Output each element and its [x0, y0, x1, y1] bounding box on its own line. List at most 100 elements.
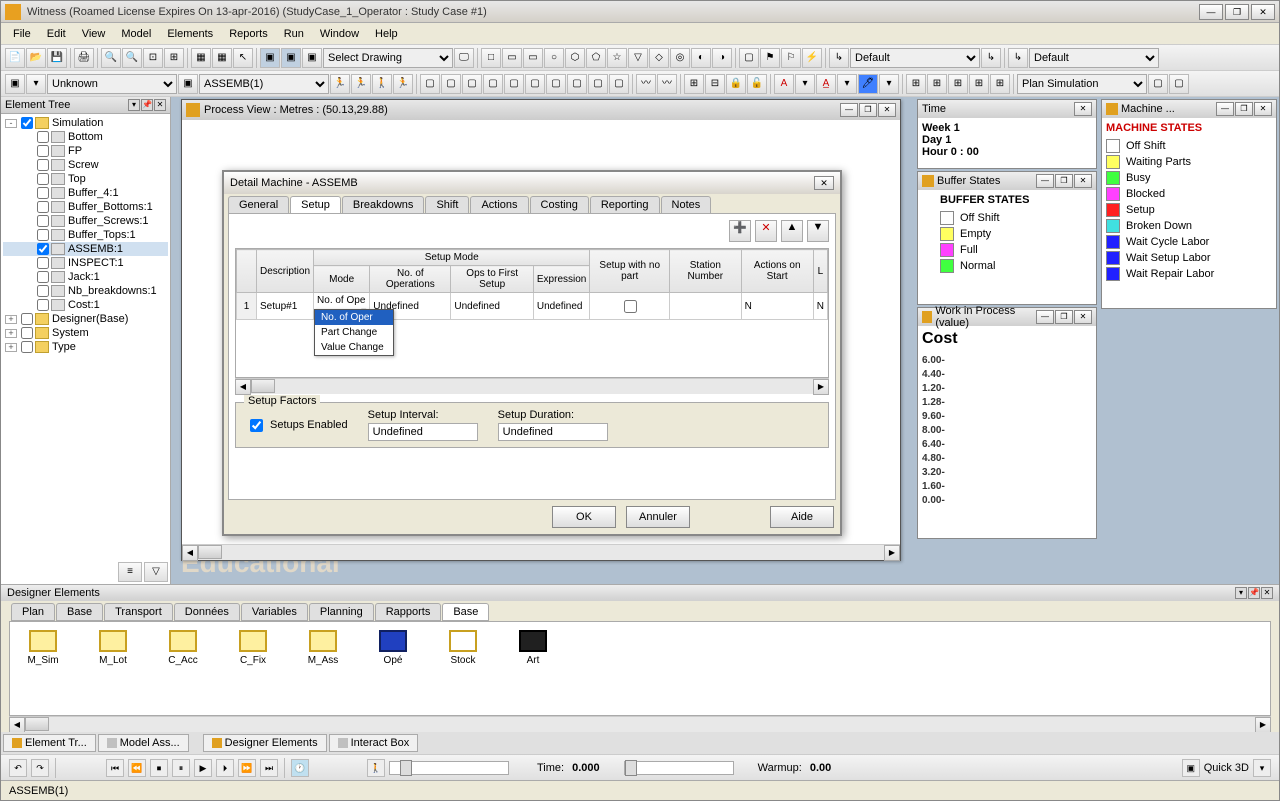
tb2-e2[interactable]: 〰 [657, 74, 677, 94]
tb2-g1[interactable]: ⊞ [906, 74, 926, 94]
tb-b12[interactable]: ◑ [712, 48, 732, 68]
designer-tab-0[interactable]: Plan [11, 603, 55, 621]
ms-max[interactable]: ❐ [1235, 102, 1253, 116]
tp-btn2[interactable]: ↷ [31, 759, 49, 777]
tb2-d7[interactable]: ▢ [546, 74, 566, 94]
tree-btn-pin[interactable]: ▾ [128, 99, 140, 111]
dropdown-opt-2[interactable]: Value Change [315, 340, 393, 355]
designer-element-c_fix[interactable]: C_Fix [228, 630, 278, 666]
pv-scroll-thumb[interactable] [198, 545, 222, 559]
setup-grid[interactable]: Description Setup Mode Setup with no par… [235, 248, 829, 378]
tp-stop[interactable]: ⏹ [150, 759, 168, 777]
tp-last[interactable]: ⏭ [260, 759, 278, 777]
tb-arrow2[interactable]: ↳ [981, 48, 1001, 68]
tb2-d8[interactable]: ▢ [567, 74, 587, 94]
pv-scrollbar[interactable]: ◀ ▶ [182, 544, 900, 560]
tree-checkbox[interactable] [37, 257, 49, 269]
quick3d-label[interactable]: Quick 3D [1204, 762, 1249, 774]
tb2-btn3[interactable]: ▣ [178, 74, 198, 94]
tb-grid2[interactable]: ▦ [212, 48, 232, 68]
tree-list-btn[interactable]: ≡ [118, 562, 142, 582]
tb-save[interactable]: 💾 [47, 48, 67, 68]
tree-checkbox[interactable] [37, 201, 49, 213]
tree-checkbox[interactable] [21, 327, 33, 339]
row-expr[interactable]: Undefined [533, 293, 589, 320]
tp-play[interactable]: ▶ [194, 759, 212, 777]
menu-edit[interactable]: Edit [39, 26, 74, 42]
help-button[interactable]: Aide [770, 506, 834, 528]
dropdown-opt-1[interactable]: Part Change [315, 325, 393, 340]
tp-next[interactable]: ⏩ [238, 759, 256, 777]
default-select-1[interactable]: Default [850, 48, 980, 68]
tb2-run2[interactable]: 🏃 [351, 74, 371, 94]
col-opsfirst[interactable]: Ops to First Setup [451, 266, 534, 293]
tab-element-tree[interactable]: Element Tr... [3, 734, 96, 752]
de-scroll-thumb[interactable] [25, 717, 49, 731]
wip-min[interactable]: — [1036, 310, 1054, 324]
tree-btn-pin2[interactable]: 📌 [141, 99, 153, 111]
pv-scroll-left[interactable]: ◀ [182, 545, 198, 561]
menu-run[interactable]: Run [276, 26, 312, 42]
dialog-tab-notes[interactable]: Notes [661, 196, 712, 213]
duration-input[interactable] [498, 423, 608, 441]
designer-scrollbar[interactable]: ◀ ▶ [9, 716, 1271, 732]
pv-min[interactable]: — [840, 103, 858, 117]
tab-model-ass[interactable]: Model Ass... [98, 734, 189, 752]
tree-item-type[interactable]: +Type [3, 340, 168, 354]
tree-checkbox[interactable] [37, 285, 49, 297]
cancel-button[interactable]: Annuler [626, 506, 690, 528]
tb-b3[interactable]: ▭ [523, 48, 543, 68]
speed-slider[interactable] [389, 761, 509, 775]
tb2-d9[interactable]: ▢ [588, 74, 608, 94]
tb2-f3[interactable]: 🔒 [726, 74, 746, 94]
tp-pause[interactable]: ⏸ [172, 759, 190, 777]
dialog-tab-general[interactable]: General [228, 196, 289, 213]
tree-item-cost-1[interactable]: Cost:1 [3, 298, 168, 312]
designer-tab-7[interactable]: Base [442, 603, 489, 621]
tb2-run4[interactable]: 🏃 [393, 74, 413, 94]
tree-item-buffer-screws-1[interactable]: Buffer_Screws:1 [3, 214, 168, 228]
tp-btn1[interactable]: ↶ [9, 759, 27, 777]
element-type-select[interactable]: Unknown [47, 74, 177, 94]
col-l[interactable]: L [813, 250, 827, 293]
tb2-f1[interactable]: ⊞ [684, 74, 704, 94]
tb-zoomin[interactable]: 🔍 [101, 48, 121, 68]
tree-checkbox[interactable] [21, 117, 33, 129]
col-noops[interactable]: No. of Operations [370, 266, 451, 293]
tree-checkbox[interactable] [21, 341, 33, 353]
designer-element-m_lot[interactable]: M_Lot [88, 630, 138, 666]
designer-tab-2[interactable]: Transport [104, 603, 173, 621]
tree-item-simulation[interactable]: -Simulation [3, 116, 168, 130]
tb-select[interactable]: ↖ [233, 48, 253, 68]
dialog-tab-reporting[interactable]: Reporting [590, 196, 660, 213]
tb2-run1[interactable]: 🏃 [330, 74, 350, 94]
tb-display[interactable]: 🖵 [454, 48, 474, 68]
tb-b7[interactable]: ☆ [607, 48, 627, 68]
col-nopart[interactable]: Setup with no part [590, 250, 670, 293]
drawing-select[interactable]: Select Drawing [323, 48, 453, 68]
tree-item-top[interactable]: Top [3, 172, 168, 186]
tb-b5[interactable]: ⬡ [565, 48, 585, 68]
tb2-d10[interactable]: ▢ [609, 74, 629, 94]
designer-element-m_sim[interactable]: M_Sim [18, 630, 68, 666]
tree-checkbox[interactable] [21, 313, 33, 325]
tree-checkbox[interactable] [37, 131, 49, 143]
dlg-delete-btn[interactable]: ✕ [755, 220, 777, 242]
tree-checkbox[interactable] [37, 299, 49, 311]
tp-clock[interactable]: 🕐 [291, 759, 309, 777]
tab-designer-elements[interactable]: Designer Elements [203, 734, 327, 752]
tree-filter-btn[interactable]: ▽ [144, 562, 168, 582]
tree-item-inspect-1[interactable]: INSPECT:1 [3, 256, 168, 270]
tb2-h2[interactable]: ▢ [1169, 74, 1189, 94]
nopart-check[interactable] [624, 300, 637, 313]
dlg-up-btn[interactable]: ▲ [781, 220, 803, 242]
designer-element-art[interactable]: Art [508, 630, 558, 666]
designer-tab-4[interactable]: Variables [241, 603, 308, 621]
col-description[interactable]: Description [257, 250, 314, 293]
pv-max[interactable]: ❐ [859, 103, 877, 117]
pv-scroll-right[interactable]: ▶ [884, 545, 900, 561]
de-btn3[interactable]: ✕ [1261, 587, 1273, 599]
tb2-g4[interactable]: ⊞ [969, 74, 989, 94]
designer-element-c_acc[interactable]: C_Acc [158, 630, 208, 666]
time-close[interactable]: ✕ [1074, 102, 1092, 116]
